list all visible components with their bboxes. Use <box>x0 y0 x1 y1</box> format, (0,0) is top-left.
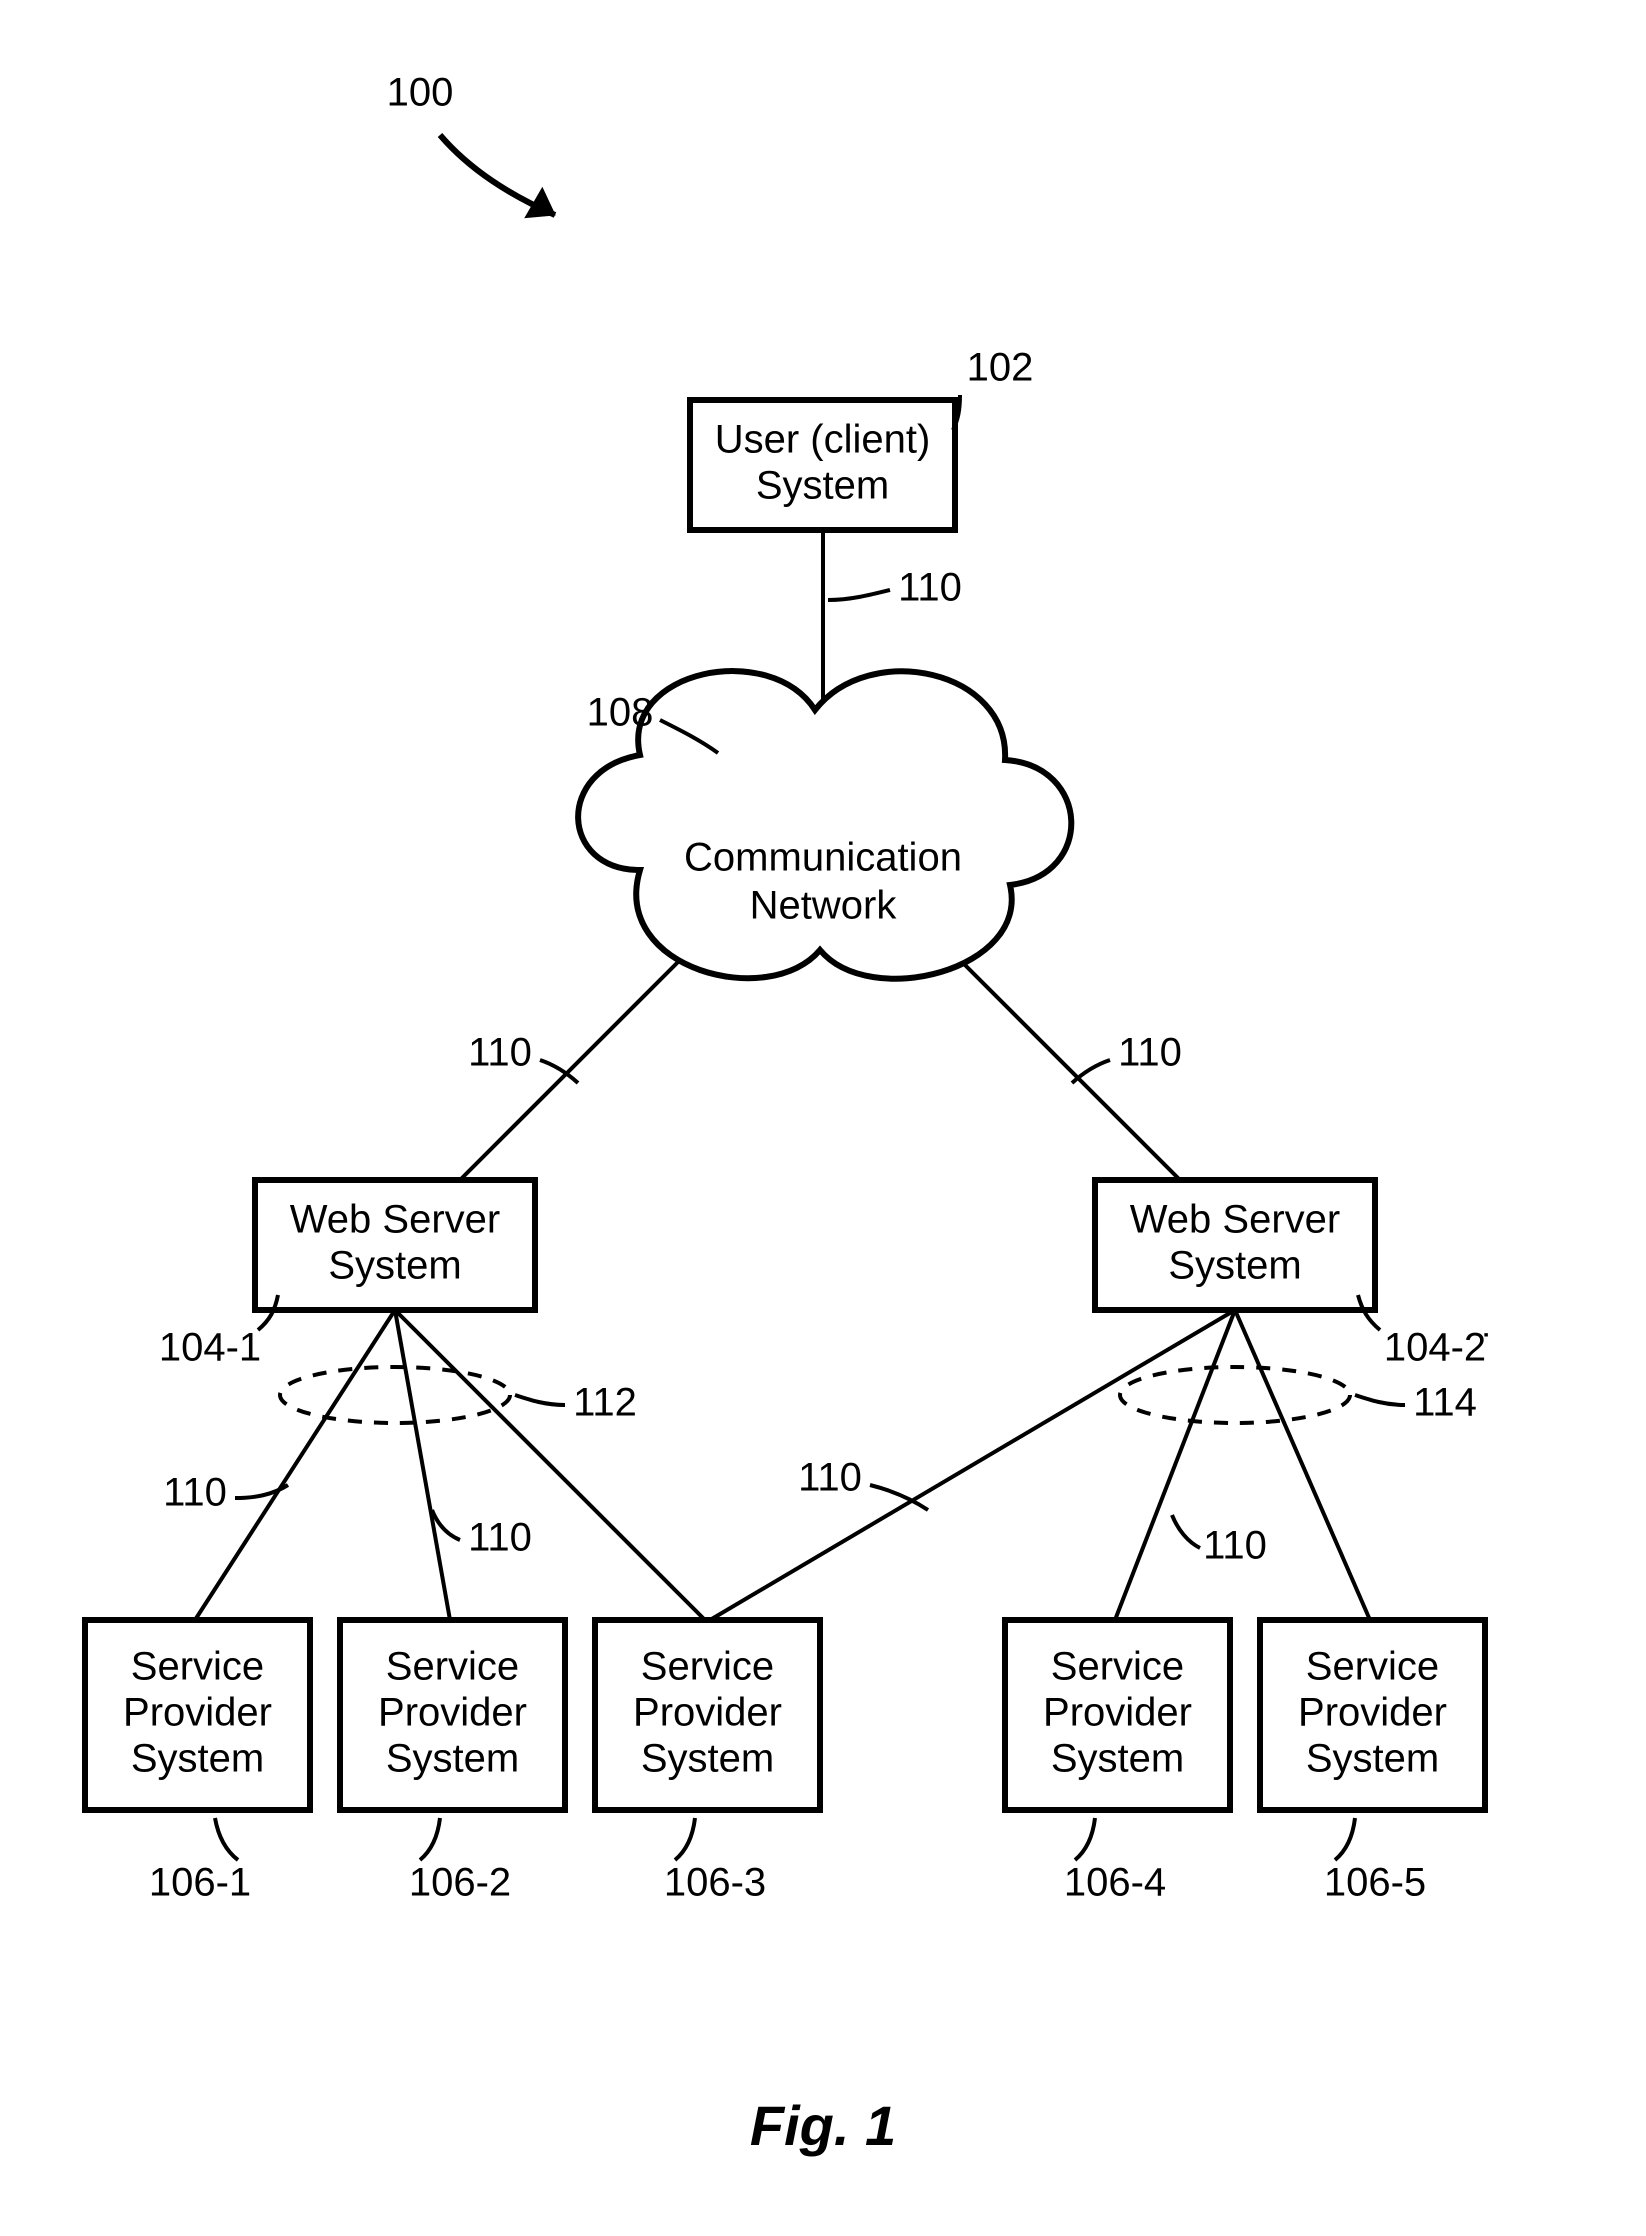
ref-number: 106-4 <box>1064 1861 1166 1905</box>
ref-number: 110 <box>163 1471 227 1515</box>
node-label: Service <box>641 1645 774 1689</box>
leader-hook <box>1335 1818 1355 1860</box>
leader-hook <box>420 1818 440 1860</box>
ref-number: 110 <box>1203 1524 1267 1568</box>
node-label: Web Server <box>1130 1198 1340 1242</box>
figure-1-diagram: 100 110 110 110 110 110 110 110 CommunicationNet… <box>0 0 1646 2236</box>
ref-number: 110 <box>798 1456 862 1500</box>
cloud-label: Communication <box>684 836 962 880</box>
node-label: System <box>1306 1737 1439 1781</box>
leader-hook <box>215 1818 238 1860</box>
node-label: System <box>1051 1737 1184 1781</box>
ref-number: 110 <box>468 1031 532 1075</box>
ref-number: 106-3 <box>664 1861 766 1905</box>
ref-number: 106-2 <box>409 1861 511 1905</box>
node-label: System <box>756 464 889 508</box>
node-label: Service <box>386 1645 519 1689</box>
edge-e-web2-sp4 <box>1115 1310 1235 1620</box>
ref-number: 110 <box>1118 1031 1182 1075</box>
node-label: Provider <box>633 1691 782 1735</box>
node-label: Provider <box>1043 1691 1192 1735</box>
group-ellipse-ell-114 <box>1120 1367 1350 1423</box>
node-label: Web Server <box>290 1198 500 1242</box>
leader-hook <box>675 1818 695 1860</box>
ref-number: 110 <box>898 566 962 610</box>
group-ellipse-ell-112 <box>280 1367 510 1423</box>
node-label: System <box>641 1737 774 1781</box>
node-label: Provider <box>1298 1691 1447 1735</box>
node-label: Provider <box>123 1691 272 1735</box>
node-label: Service <box>1306 1645 1439 1689</box>
ref-number: 114 <box>1413 1381 1477 1425</box>
figure-caption: Fig. 1 <box>750 2094 896 2157</box>
ref-number: 110 <box>468 1516 532 1560</box>
ref-number: 106-1 <box>149 1861 251 1905</box>
node-label: System <box>328 1244 461 1288</box>
cloud-label: Network <box>750 884 898 928</box>
ref-number: 108 <box>587 691 654 735</box>
node-label: Service <box>1051 1645 1184 1689</box>
leader-hook <box>1172 1515 1200 1548</box>
ref-number: 102 <box>967 346 1034 390</box>
ref-number: 106-5 <box>1324 1861 1426 1905</box>
edge-e-web2-sp5 <box>1235 1310 1370 1620</box>
node-label: Provider <box>378 1691 527 1735</box>
leader-hook <box>828 590 890 600</box>
ref-number: 104-1 <box>159 1326 261 1370</box>
node-label: System <box>131 1737 264 1781</box>
edge-e-web2-sp3 <box>710 1310 1235 1620</box>
leader-hook <box>1075 1818 1095 1860</box>
node-label: System <box>1168 1244 1301 1288</box>
node-label: System <box>386 1737 519 1781</box>
leader-hook <box>1072 1060 1110 1083</box>
node-label: Service <box>131 1645 264 1689</box>
figure-ref-100: 100 <box>387 71 454 115</box>
ref-number: 112 <box>573 1381 637 1425</box>
node-label: User (client) <box>715 418 931 462</box>
leader-hook <box>515 1395 565 1405</box>
leader-hook <box>1355 1395 1405 1405</box>
ref-number: 104-2̇ <box>1384 1326 1488 1370</box>
